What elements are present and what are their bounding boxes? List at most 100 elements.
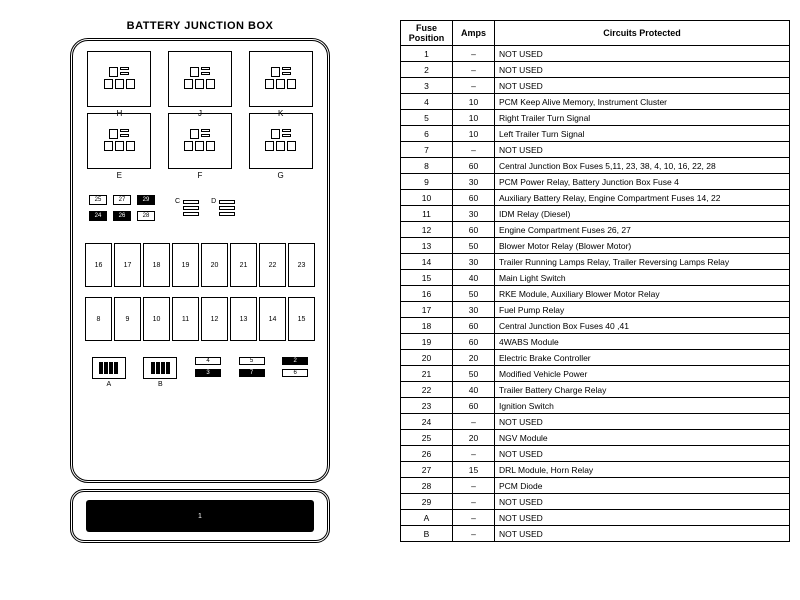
table-row: 23 60 Ignition Switch bbox=[401, 398, 790, 414]
cell-desc: PCM Keep Alive Memory, Instrument Cluste… bbox=[495, 94, 790, 110]
th-amps: Amps bbox=[453, 21, 495, 46]
cell-desc: NOT USED bbox=[495, 142, 790, 158]
table-row: 4 10 PCM Keep Alive Memory, Instrument C… bbox=[401, 94, 790, 110]
cell-desc: Trailer Running Lamps Relay, Trailer Rev… bbox=[495, 254, 790, 270]
cell-desc: NOT USED bbox=[495, 510, 790, 526]
cell-position: 24 bbox=[401, 414, 453, 430]
cell-amps: 30 bbox=[453, 174, 495, 190]
cell-position: 1 bbox=[401, 46, 453, 62]
table-row: 18 60 Central Junction Box Fuses 40 ,41 bbox=[401, 318, 790, 334]
fuse-29: 29 bbox=[137, 195, 155, 205]
cell-position: 21 bbox=[401, 366, 453, 382]
cell-position: 19 bbox=[401, 334, 453, 350]
table-row: 25 20 NGV Module bbox=[401, 430, 790, 446]
cell-desc: NOT USED bbox=[495, 62, 790, 78]
table-row: 1 – NOT USED bbox=[401, 46, 790, 62]
table-row: 16 50 RKE Module, Auxiliary Blower Motor… bbox=[401, 286, 790, 302]
th-position: Fuse Position bbox=[401, 21, 453, 46]
cell-amps: 10 bbox=[453, 110, 495, 126]
diagram-panel: BATTERY JUNCTION BOX H J K E F G 2527292… bbox=[10, 20, 390, 580]
cell-amps: 10 bbox=[453, 126, 495, 142]
cell-amps: 60 bbox=[453, 398, 495, 414]
cell-desc: Central Junction Box Fuses 40 ,41 bbox=[495, 318, 790, 334]
cell-desc: 4WABS Module bbox=[495, 334, 790, 350]
cell-desc: Fuel Pump Relay bbox=[495, 302, 790, 318]
cell-position: 16 bbox=[401, 286, 453, 302]
bottom-strip: 1 bbox=[70, 489, 330, 543]
cell-desc: PCM Diode bbox=[495, 478, 790, 494]
fuse-11: 11 bbox=[172, 297, 199, 341]
fuse-13: 13 bbox=[230, 297, 257, 341]
cell-position: 10 bbox=[401, 190, 453, 206]
large-fuse-area: 1617181920212223 89101112131415 bbox=[81, 237, 319, 347]
mini-block-D: D bbox=[211, 200, 235, 216]
table-row: 19 60 4WABS Module bbox=[401, 334, 790, 350]
cell-amps: – bbox=[453, 478, 495, 494]
cell-desc: IDM Relay (Diesel) bbox=[495, 206, 790, 222]
table-row: 10 60 Auxiliary Battery Relay, Engine Co… bbox=[401, 190, 790, 206]
cell-amps: – bbox=[453, 414, 495, 430]
cell-desc: Blower Motor Relay (Blower Motor) bbox=[495, 238, 790, 254]
cell-amps: 60 bbox=[453, 222, 495, 238]
cell-position: 18 bbox=[401, 318, 453, 334]
table-row: 6 10 Left Trailer Turn Signal bbox=[401, 126, 790, 142]
fuse-table: Fuse Position Amps Circuits Protected 1 … bbox=[400, 20, 790, 542]
table-row: 3 – NOT USED bbox=[401, 78, 790, 94]
cell-amps: 60 bbox=[453, 190, 495, 206]
table-row: A – NOT USED bbox=[401, 510, 790, 526]
fuse-9: 9 bbox=[114, 297, 141, 341]
cell-position: 12 bbox=[401, 222, 453, 238]
cell-amps: – bbox=[453, 510, 495, 526]
cell-position: 7 bbox=[401, 142, 453, 158]
cell-position: 22 bbox=[401, 382, 453, 398]
table-row: 26 – NOT USED bbox=[401, 446, 790, 462]
cell-desc: Modified Vehicle Power bbox=[495, 366, 790, 382]
table-row: 20 20 Electric Brake Controller bbox=[401, 350, 790, 366]
relay-G: G bbox=[249, 113, 313, 169]
table-row: 12 60 Engine Compartment Fuses 26, 27 bbox=[401, 222, 790, 238]
fuse-22: 22 bbox=[259, 243, 286, 287]
table-row: 8 60 Central Junction Box Fuses 5,11, 23… bbox=[401, 158, 790, 174]
cell-position: 6 bbox=[401, 126, 453, 142]
cell-amps: 60 bbox=[453, 334, 495, 350]
cell-position: 4 bbox=[401, 94, 453, 110]
cell-amps: 60 bbox=[453, 158, 495, 174]
fuse-26: 26 bbox=[113, 211, 131, 221]
table-row: 24 – NOT USED bbox=[401, 414, 790, 430]
table-row: 27 15 DRL Module, Horn Relay bbox=[401, 462, 790, 478]
relay-J: J bbox=[168, 51, 232, 107]
cell-amps: 40 bbox=[453, 270, 495, 286]
bottom-relay-B: B bbox=[143, 357, 177, 388]
table-row: 29 – NOT USED bbox=[401, 494, 790, 510]
th-circuits: Circuits Protected bbox=[495, 21, 790, 46]
fuse-10: 10 bbox=[143, 297, 170, 341]
table-row: 11 30 IDM Relay (Diesel) bbox=[401, 206, 790, 222]
cell-amps: 20 bbox=[453, 430, 495, 446]
relay-H: H bbox=[87, 51, 151, 107]
cell-amps: – bbox=[453, 526, 495, 542]
cell-position: 3 bbox=[401, 78, 453, 94]
relay-K: K bbox=[249, 51, 313, 107]
cell-amps: 30 bbox=[453, 254, 495, 270]
small-pair: 57 bbox=[239, 357, 265, 388]
fuse-4: 4 bbox=[195, 357, 221, 365]
table-row: 17 30 Fuel Pump Relay bbox=[401, 302, 790, 318]
cell-amps: 50 bbox=[453, 366, 495, 382]
table-row: B – NOT USED bbox=[401, 526, 790, 542]
cell-desc: Right Trailer Turn Signal bbox=[495, 110, 790, 126]
cell-position: 17 bbox=[401, 302, 453, 318]
fuse-16: 16 bbox=[85, 243, 112, 287]
cell-position: 9 bbox=[401, 174, 453, 190]
cell-amps: 30 bbox=[453, 206, 495, 222]
fuse-2: 2 bbox=[282, 357, 308, 365]
cell-amps: 60 bbox=[453, 318, 495, 334]
cell-desc: Ignition Switch bbox=[495, 398, 790, 414]
table-row: 28 – PCM Diode bbox=[401, 478, 790, 494]
cell-position: 27 bbox=[401, 462, 453, 478]
fuse-21: 21 bbox=[230, 243, 257, 287]
cell-desc: Trailer Battery Charge Relay bbox=[495, 382, 790, 398]
table-row: 9 30 PCM Power Relay, Battery Junction B… bbox=[401, 174, 790, 190]
cell-position: A bbox=[401, 510, 453, 526]
fuse-3: 3 bbox=[195, 369, 221, 377]
fuse-17: 17 bbox=[114, 243, 141, 287]
